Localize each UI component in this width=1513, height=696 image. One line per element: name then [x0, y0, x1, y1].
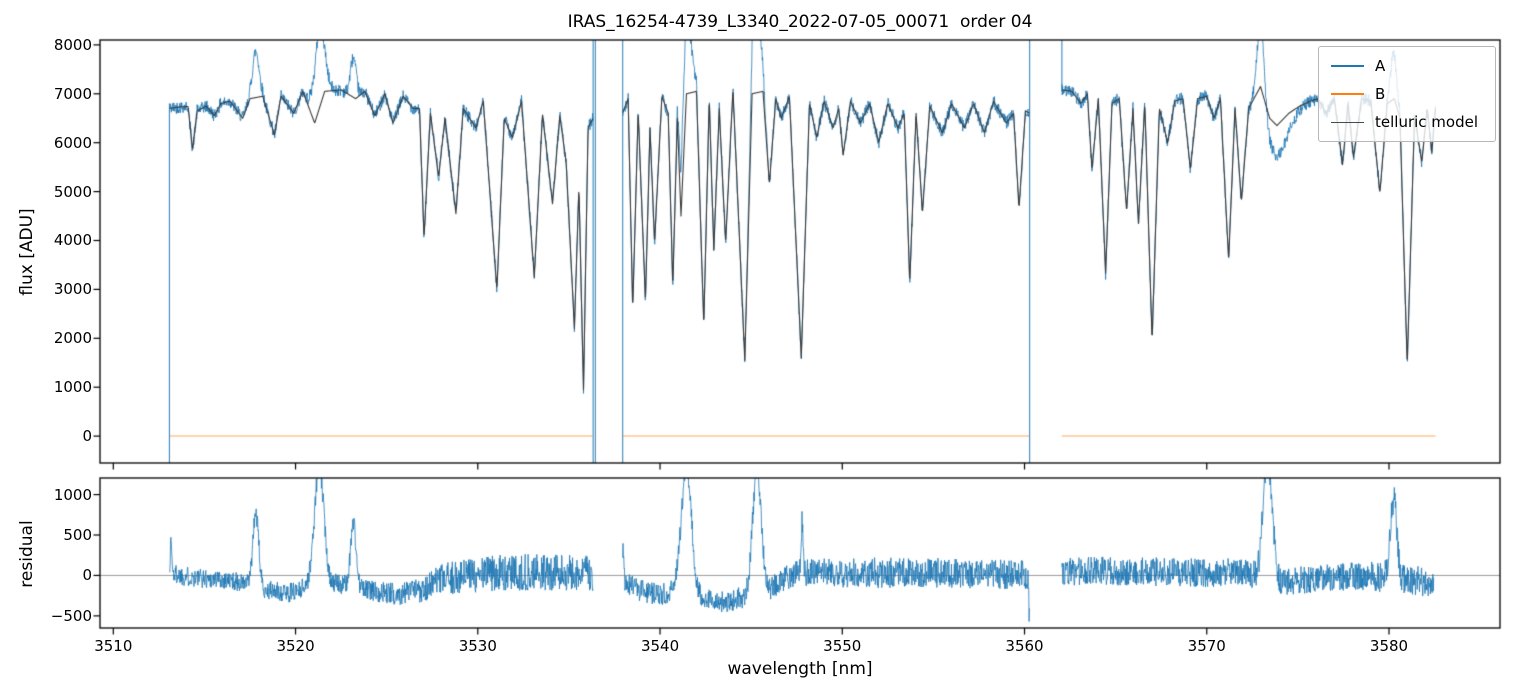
legend-item-label: telluric model: [1375, 113, 1479, 131]
chart-title: IRAS_16254-4739_L3340_2022-07-05_00071 o…: [567, 12, 1033, 32]
legend-item: telluric model: [1327, 108, 1487, 136]
legend-line-swatch: [1331, 121, 1364, 123]
wavelength-axis-label: wavelength [nm]: [727, 659, 873, 679]
flux-axis-label: flux [ADU]: [17, 208, 37, 296]
legend-item-label: A: [1375, 57, 1386, 75]
legend-line-swatch: [1331, 65, 1364, 67]
legend-item: B: [1327, 80, 1487, 108]
legend-item: A: [1327, 52, 1487, 80]
legend-line-swatch: [1331, 93, 1364, 95]
legend-item-label: B: [1375, 85, 1386, 103]
residual-axis-label: residual: [17, 520, 37, 588]
